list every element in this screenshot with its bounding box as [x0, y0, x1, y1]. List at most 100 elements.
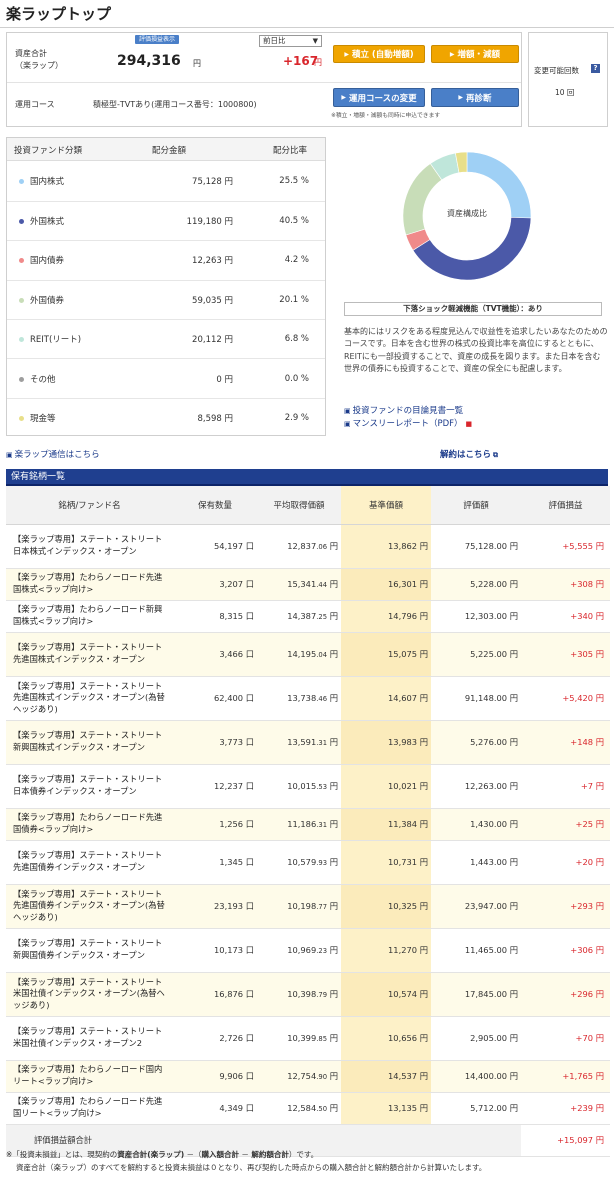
footnote-text: － [239, 1150, 252, 1159]
avg-price-decimal: .77 [316, 903, 328, 911]
total-label: 評価損益額合計 [6, 1124, 521, 1157]
avg-price-decimal: .50 [316, 1105, 328, 1113]
cancel-link[interactable]: 解約はこちら ⧉ [440, 448, 498, 460]
monthly-report-link[interactable]: ▣ マンスリーレポート（PDF） ■ [344, 417, 472, 429]
holding-quantity: 9,906 口 [173, 1060, 257, 1093]
help-icon[interactable]: ? [591, 64, 600, 73]
footnote: ※「投資未損益」とは、現契約の資産合計(楽ラップ) －（購入額合計 － 解約額合… [6, 1149, 610, 1175]
holding-fund-name[interactable]: 【楽ラップ専用】ステート・ストリート日本株式インデックス・オープン [6, 524, 173, 569]
avg-price-unit: 円 [329, 819, 338, 829]
holding-quantity: 8,315 口 [173, 600, 257, 633]
wrap-news-link-label: 楽ラップ通信はこちら [14, 450, 100, 460]
document-icon: ▣ [344, 407, 351, 415]
holding-avg-price: 14,195.04 円 [257, 632, 341, 677]
avg-price-decimal: .93 [316, 859, 328, 867]
holding-eval-amount: 5,225.00 円 [431, 632, 521, 677]
holding-eval-pl: +308 円 [521, 568, 610, 601]
avg-price-unit: 円 [329, 1071, 338, 1081]
avg-price-decimal: .25 [316, 613, 328, 621]
chevron-down-icon: ▼ [312, 37, 318, 45]
holding-quantity: 3,466 口 [173, 632, 257, 677]
holding-row: 【楽ラップ専用】ステート・ストリート米国社債インデックス・オープン(為替ヘッジあ… [6, 972, 610, 1017]
holding-base-price: 13,862 円 [341, 524, 431, 569]
holding-row: 【楽ラップ専用】ステート・ストリート新興国株式インデックス・オープン 3,773 … [6, 720, 610, 765]
holding-fund-name[interactable]: 【楽ラップ専用】ステート・ストリート新興国債券インデックス・オープン [6, 928, 173, 973]
prospectus-link-label: 投資ファンドの目論見書一覧 [352, 406, 464, 416]
holding-fund-name[interactable]: 【楽ラップ専用】たわらノーロード国内リート<ラップ向け> [6, 1060, 173, 1093]
holding-base-price: 14,607 円 [341, 676, 431, 721]
change-count-label: 変更可能回数 [534, 66, 579, 75]
tsumitate-button[interactable]: ▶ 積立 (自動増額) [333, 45, 425, 63]
legend-dot-icon [19, 376, 24, 382]
avg-price-unit: 円 [329, 901, 338, 911]
allocation-category-label: 外国債券 [30, 295, 65, 306]
wrap-news-link[interactable]: ▣ 楽ラップ通信はこちら [6, 448, 100, 460]
holding-fund-name[interactable]: 【楽ラップ専用】たわらノーロード先進国株式<ラップ向け> [6, 568, 173, 601]
holding-row: 【楽ラップ専用】ステート・ストリート米国社債インデックス・オープン2 2,726 … [6, 1016, 610, 1061]
summary-panel: 資産合計 （楽ラップ） 評価損益表示 294,316 円 前日比 ▼ +167 … [6, 32, 522, 127]
holding-eval-pl: +306 円 [521, 928, 610, 973]
zougaku-button[interactable]: ▶ 増額・減額 [431, 45, 519, 63]
holding-fund-name[interactable]: 【楽ラップ専用】たわらノーロード新興国株式<ラップ向け> [6, 600, 173, 633]
course-change-button[interactable]: ▶ 運用コースの変更 [333, 88, 425, 107]
holding-eval-pl: +5,420 円 [521, 676, 610, 721]
allocation-amount: 12,263 円 [147, 240, 247, 281]
holding-eval-pl: +293 円 [521, 884, 610, 929]
holding-eval-amount: 2,905.00 円 [431, 1016, 521, 1061]
footnote-line1: ※「投資未損益」とは、現契約の資産合計(楽ラップ) －（購入額合計 － 解約額合… [6, 1149, 610, 1162]
holding-fund-name[interactable]: 【楽ラップ専用】たわらノーロード先進国リート<ラップ向け> [6, 1092, 173, 1125]
holding-row: 【楽ラップ専用】たわらノーロード先進国リート<ラップ向け> 4,349 口 12,5… [6, 1092, 610, 1125]
rediagnose-button[interactable]: ▶ 再診断 [431, 88, 519, 107]
holding-quantity: 10,173 口 [173, 928, 257, 973]
holding-fund-name[interactable]: 【楽ラップ専用】ステート・ストリート先進国債券インデックス・オープン(為替ヘッジ… [6, 884, 173, 929]
holding-fund-name[interactable]: 【楽ラップ専用】ステート・ストリート米国社債インデックス・オープン(為替ヘッジあ… [6, 972, 173, 1017]
holding-fund-name[interactable]: 【楽ラップ専用】ステート・ストリート先進国株式インデックス・オープン [6, 632, 173, 677]
holding-fund-name[interactable]: 【楽ラップ専用】ステート・ストリート日本債券インデックス・オープン [6, 764, 173, 809]
diff-value: +167 [283, 54, 319, 68]
allocation-header: 投資ファンド分類 配分金額 配分比率 [7, 138, 325, 161]
holding-quantity: 3,773 口 [173, 720, 257, 765]
avg-price-main: 10,015 [287, 781, 317, 791]
holdings-table: 銘柄/ファンド名 保有数量 平均取得価額 基準価額 評価額 評価損益 【楽ラップ… [6, 486, 610, 1157]
holding-quantity: 4,349 口 [173, 1092, 257, 1125]
holding-avg-price: 12,837.06 円 [257, 524, 341, 569]
allocation-row: 現金等 8,598 円 2.9 % [7, 397, 325, 438]
period-select[interactable]: 前日比 ▼ [259, 35, 322, 47]
donut-slice [412, 217, 532, 281]
holding-fund-name[interactable]: 【楽ラップ専用】たわらノーロード先進国債券<ラップ向け> [6, 808, 173, 841]
allocation-amount: 8,598 円 [147, 397, 247, 438]
avg-price-main: 10,579 [287, 857, 317, 867]
holding-avg-price: 12,754.90 円 [257, 1060, 341, 1093]
avg-price-main: 10,969 [287, 945, 317, 955]
holding-row: 【楽ラップ専用】ステート・ストリート日本株式インデックス・オープン 54,197 … [6, 524, 610, 569]
prospectus-link[interactable]: ▣ 投資ファンドの目論見書一覧 [344, 404, 463, 416]
allocation-category: 外国株式 [7, 200, 147, 241]
holding-base-price: 10,656 円 [341, 1016, 431, 1061]
holding-eval-amount: 17,845.00 円 [431, 972, 521, 1017]
holding-base-price: 13,983 円 [341, 720, 431, 765]
legend-dot-icon [19, 219, 24, 225]
change-count-value: 10 回 [555, 88, 575, 97]
holding-avg-price: 10,579.93 円 [257, 840, 341, 885]
holding-avg-price: 14,387.25 円 [257, 600, 341, 633]
holdings-header-row: 銘柄/ファンド名 保有数量 平均取得価額 基準価額 評価額 評価損益 [6, 486, 610, 525]
holding-quantity: 62,400 口 [173, 676, 257, 721]
allocation-category: その他 [7, 358, 147, 399]
holding-fund-name[interactable]: 【楽ラップ専用】ステート・ストリート先進国株式インデックス・オープン(為替ヘッジ… [6, 676, 173, 721]
holding-base-price: 11,270 円 [341, 928, 431, 973]
page-title: 楽ラップトップ [6, 5, 112, 23]
asset-label: 資産合計 （楽ラップ） [15, 48, 63, 72]
avg-price-main: 15,341 [287, 579, 317, 589]
allocation-ratio: 0.0 % [247, 358, 325, 399]
eval-toggle-button[interactable]: 評価損益表示 [135, 35, 180, 44]
holding-fund-name[interactable]: 【楽ラップ専用】ステート・ストリート新興国株式インデックス・オープン [6, 720, 173, 765]
col-eval-amount: 評価額 [431, 486, 521, 525]
asset-label-line2: （楽ラップ） [15, 61, 63, 70]
holding-eval-amount: 5,712.00 円 [431, 1092, 521, 1125]
avg-price-main: 13,591 [287, 737, 317, 747]
holding-fund-name[interactable]: 【楽ラップ専用】ステート・ストリート米国社債インデックス・オープン2 [6, 1016, 173, 1061]
avg-price-decimal: .79 [316, 991, 328, 999]
col-avg-price: 平均取得価額 [257, 486, 341, 525]
holding-base-price: 10,021 円 [341, 764, 431, 809]
holding-fund-name[interactable]: 【楽ラップ専用】ステート・ストリート先進国債券インデックス・オープン [6, 840, 173, 885]
